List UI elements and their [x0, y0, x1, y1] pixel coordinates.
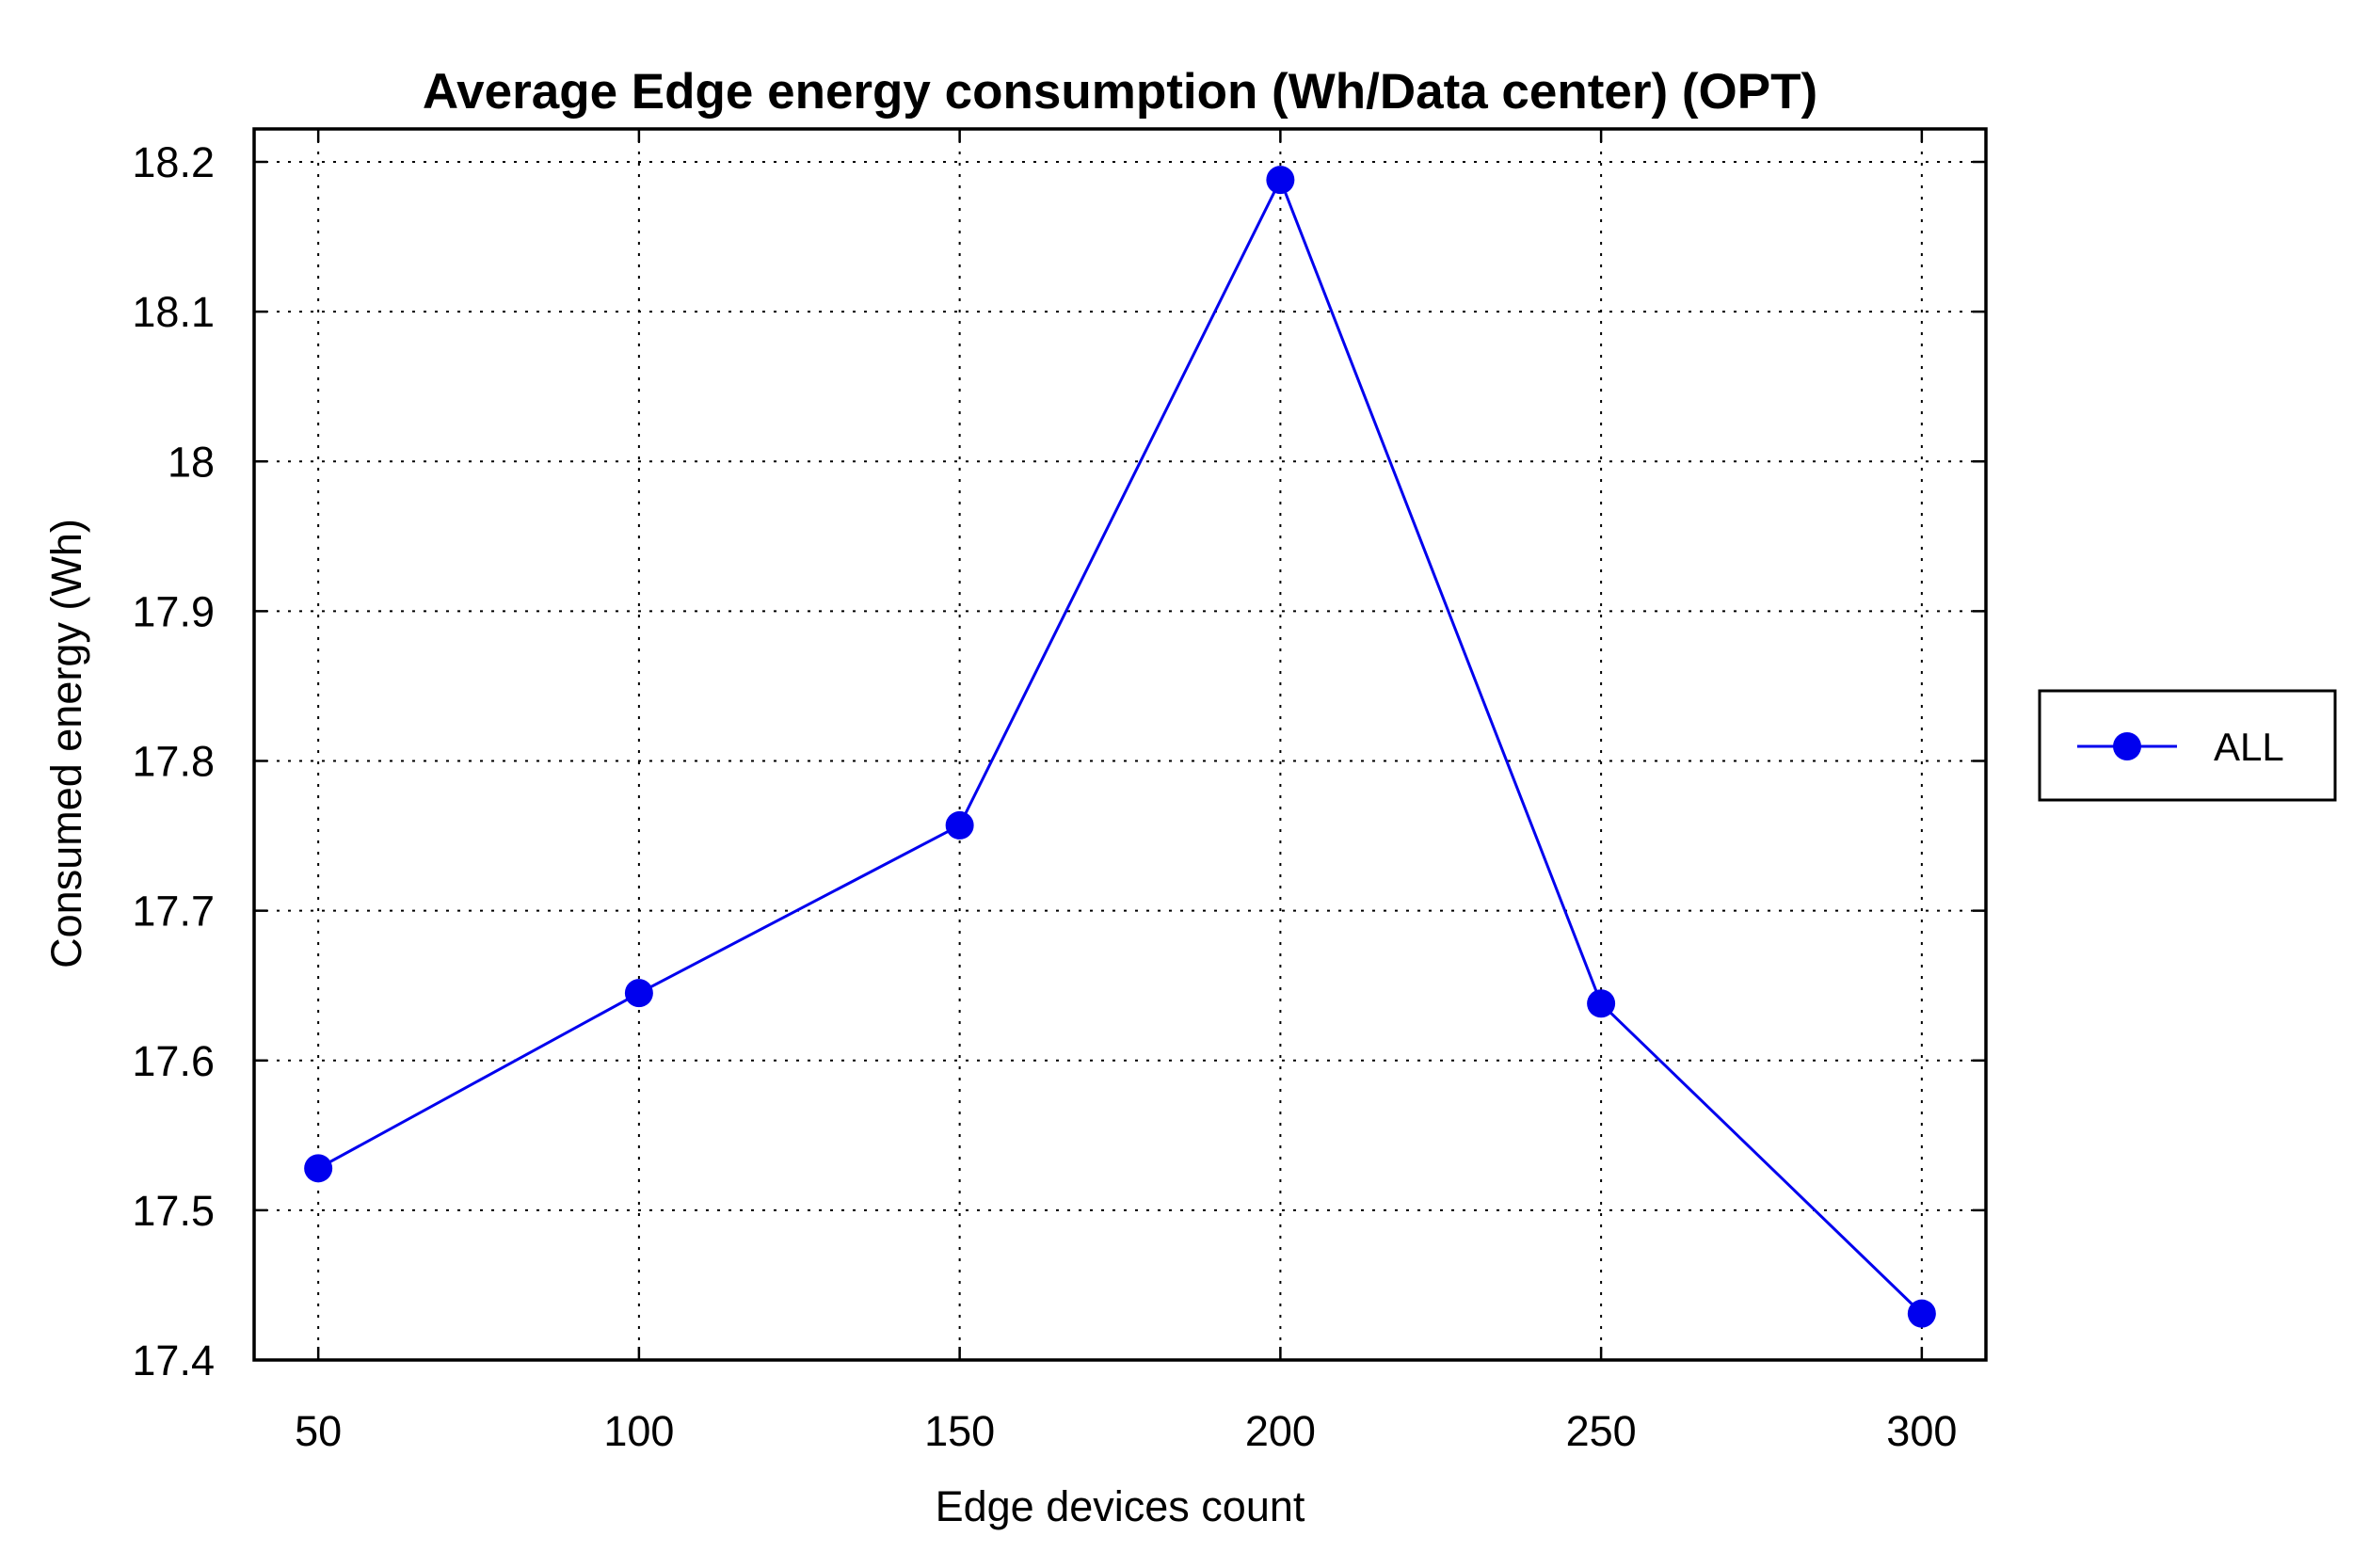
y-axis-label: Consumed energy (Wh)	[42, 519, 90, 968]
x-tick-label: 100	[603, 1407, 674, 1455]
y-tick-label: 17.8	[132, 738, 215, 786]
y-tick-label: 17.5	[132, 1187, 215, 1235]
y-tick-label: 18.1	[132, 288, 215, 336]
y-tick-label: 17.7	[132, 888, 215, 936]
y-tick-label: 17.9	[132, 587, 215, 635]
x-tick-label: 300	[1886, 1407, 1957, 1455]
x-axis-label: Edge devices count	[936, 1482, 1305, 1530]
data-point	[945, 810, 974, 840]
y-tick-label: 18.2	[132, 138, 215, 186]
x-tick-label: 250	[1566, 1407, 1637, 1455]
y-tick-label: 17.6	[132, 1037, 215, 1085]
series-line	[317, 176, 1923, 1315]
grid-layer	[254, 129, 1986, 1361]
x-tick-label: 150	[924, 1407, 995, 1455]
chart-title: Average Edge energy consumption (Wh/Data…	[423, 64, 1817, 120]
data-point	[1587, 989, 1616, 1018]
legend: ALL	[2038, 689, 2337, 802]
legend-marker	[2113, 732, 2141, 760]
series-layer	[304, 166, 1936, 1328]
y-tick-label: 17.4	[132, 1336, 215, 1384]
legend-label-all: ALL	[2214, 725, 2284, 769]
data-point	[1907, 1299, 1936, 1328]
ticks-layer: 50 100 150 200 250 300 17.4 17.5 17.6 17.7 17.8 17.…	[132, 129, 1986, 1455]
data-point	[624, 979, 653, 1008]
data-point	[304, 1154, 333, 1183]
data-point	[1266, 166, 1295, 195]
x-tick-label: 50	[295, 1407, 342, 1455]
plot-frame	[252, 127, 1988, 1362]
y-tick-label: 18	[168, 438, 215, 486]
x-tick-label: 200	[1245, 1407, 1316, 1455]
